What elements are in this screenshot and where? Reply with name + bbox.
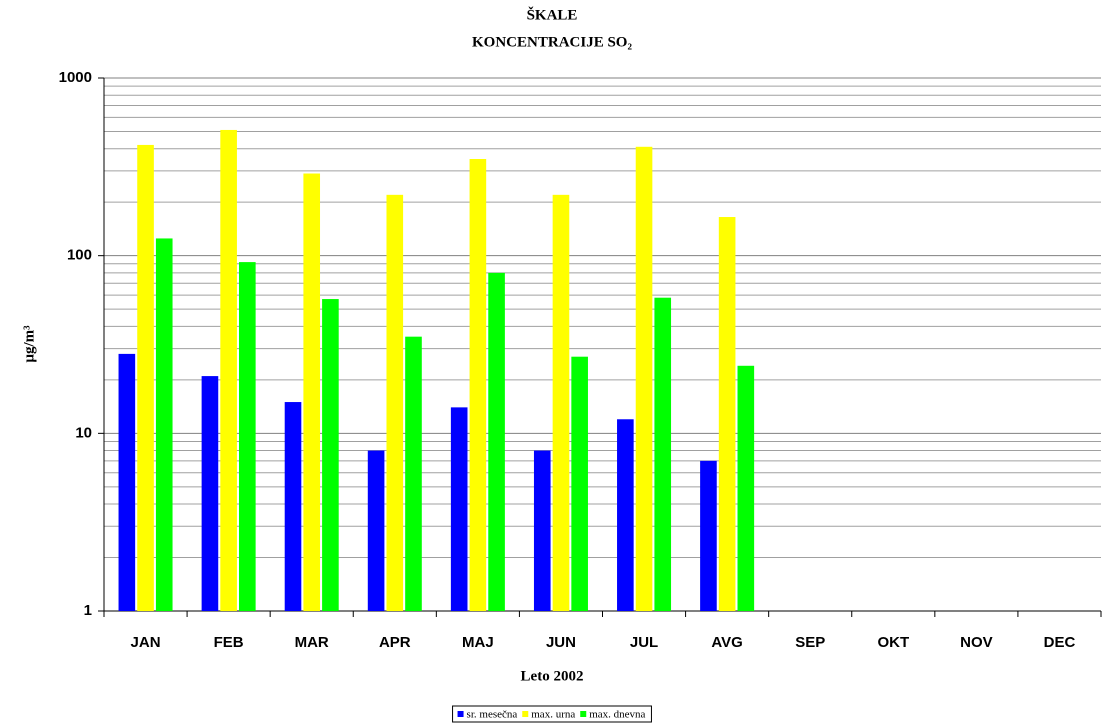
bar [220, 129, 237, 612]
bar [635, 146, 653, 611]
legend: sr. mesečna max. urna max. dnevna [452, 705, 652, 723]
y-tick-label: 100 [67, 247, 92, 264]
legend-label: max. urna [531, 709, 575, 721]
bar [533, 450, 551, 611]
bar [322, 299, 339, 611]
x-tick-label: AVG [711, 634, 742, 651]
bar [405, 336, 422, 611]
x-tick-label: OKT [877, 634, 909, 651]
x-tick-label: JUN [546, 634, 576, 651]
legend-label: sr. mesečna [467, 709, 518, 721]
bar [284, 402, 302, 611]
x-tick-label: JUL [630, 634, 658, 651]
legend-swatch [580, 711, 587, 717]
y-tick-label: 1 [84, 602, 92, 619]
x-tick-label: MAJ [462, 634, 494, 651]
x-tick-label: APR [379, 634, 411, 651]
x-tick-label: FEB [214, 634, 244, 651]
legend-box [452, 705, 652, 723]
bar [700, 460, 717, 611]
bar [386, 194, 404, 611]
bar [488, 272, 505, 611]
y-tick-label: 1000 [59, 69, 92, 86]
x-axis-label: Leto 2002 [521, 668, 584, 684]
bar [118, 353, 136, 611]
y-axis-label: µg/m³ [21, 325, 37, 363]
bar [137, 144, 154, 611]
x-tick-label: SEP [795, 634, 825, 651]
legend-swatch [457, 711, 464, 717]
bar [367, 450, 385, 611]
x-tick-label: MAR [295, 634, 329, 651]
bar [469, 159, 487, 611]
bar [571, 356, 588, 611]
bar [303, 173, 321, 611]
chart-title: KONCENTRACIJE SO₂ [472, 34, 632, 50]
bar [737, 365, 755, 611]
bar [155, 238, 173, 612]
x-tick-label: JAN [131, 634, 161, 651]
x-tick-label: NOV [960, 634, 993, 651]
chart-title: ŠKALE [527, 6, 578, 23]
bar [239, 262, 256, 611]
bar [552, 194, 570, 611]
bar [617, 419, 634, 611]
legend-label: max. dnevna [589, 709, 645, 721]
bar [654, 297, 672, 611]
legend-swatch [522, 711, 529, 717]
y-tick-label: 10 [75, 424, 92, 441]
bar [718, 217, 736, 611]
bar [450, 407, 468, 611]
x-tick-label: DEC [1044, 634, 1076, 651]
bar [201, 376, 219, 611]
